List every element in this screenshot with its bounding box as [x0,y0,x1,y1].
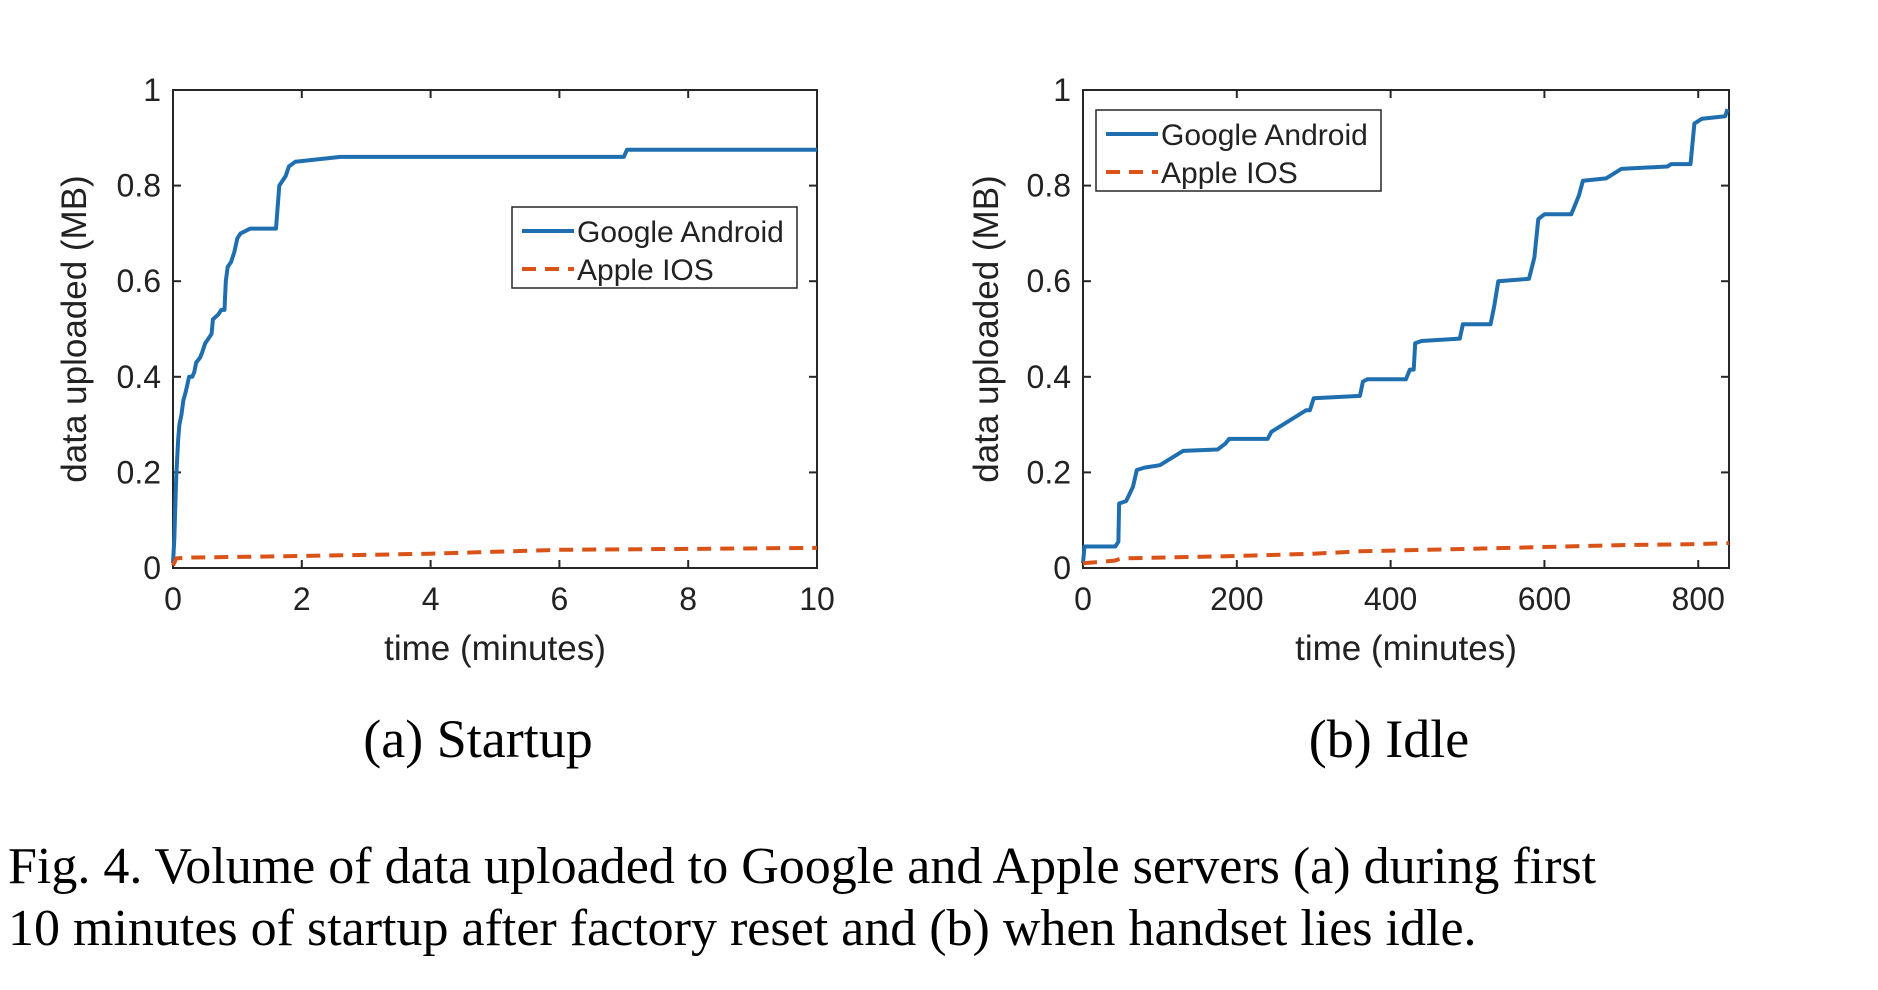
x-tick-label: 6 [551,581,569,617]
x-tick-label: 10 [799,581,835,617]
y-tick-label: 0.4 [117,359,161,395]
y-tick-label: 0.2 [1027,454,1071,490]
legend: Google Android Apple IOS [1095,109,1382,192]
x-axis-label: time (minutes) [384,629,606,668]
y-tick-label: 0.6 [1027,263,1071,299]
y-tick-label: 0.4 [1027,359,1071,395]
y-tick-label: 0.8 [117,168,161,204]
series-line-apple-ios [171,545,818,567]
legend: Google Android Apple IOS [511,206,798,289]
legend-entry: Apple IOS [577,254,714,287]
x-tick-label: 600 [1518,581,1571,617]
y-tick-label: 0.2 [117,454,161,490]
y-tick-label: 1 [1053,72,1071,108]
x-tick-label: 2 [293,581,311,617]
y-axis-label: data uploaded (MB) [967,175,1006,482]
series-line-apple-ios [1082,541,1730,566]
legend-entry: Google Android [1161,119,1368,152]
legend-box [511,206,798,289]
x-axis-label: time (minutes) [1295,629,1517,668]
chart-startup: 0 2 4 6 8 10 0 0.2 0.4 0.6 0.8 1 time (minutes) data … [55,72,835,769]
figure-caption: Fig. 4. Volume of data uploaded to Googl… [8,836,1876,960]
y-tick-label: 0.8 [1027,168,1071,204]
y-axis-label: data uploaded (MB) [55,175,94,482]
caption-line-1: Fig. 4. Volume of data uploaded to Googl… [8,838,1597,895]
chart-idle: 0 200 400 600 800 0 0.2 0.4 0.6 0.8 1 time (minutes… [967,72,1730,769]
subcaption-idle: (b) Idle [1309,709,1469,769]
subcaption-startup: (a) Startup [363,709,592,769]
legend-entry: Google Android [577,216,784,249]
x-tick-label: 800 [1672,581,1725,617]
y-tick-label: 0 [1053,550,1071,586]
x-tick-label: 8 [679,581,697,617]
x-tick-label: 4 [422,581,440,617]
y-tick-label: 1 [143,72,161,108]
legend-box [1095,109,1382,192]
x-tick-label: 0 [1074,581,1092,617]
x-tick-label: 400 [1364,581,1417,617]
series-line-google-android [171,147,817,564]
caption-line-2: 10 minutes of startup after factory rese… [8,900,1477,957]
plot-area-startup [172,89,818,569]
y-tick-label: 0 [143,550,161,586]
y-tick-label: 0.6 [117,263,161,299]
series-line-google-android [1081,108,1730,564]
x-tick-label: 0 [164,581,182,617]
legend-entry: Apple IOS [1161,157,1298,190]
x-tick-label: 200 [1210,581,1263,617]
